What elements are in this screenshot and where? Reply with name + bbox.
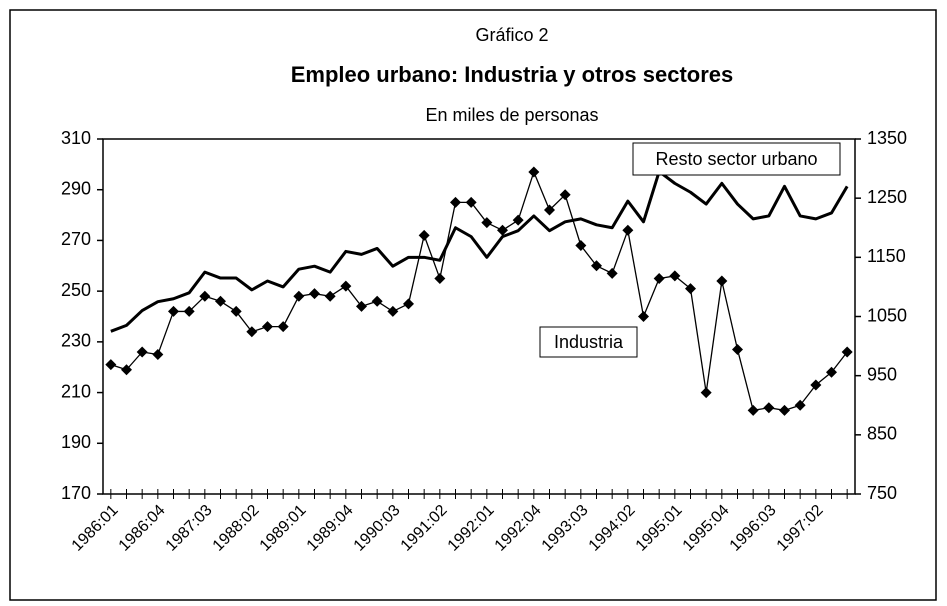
marker (544, 204, 555, 216)
marker (638, 311, 649, 322)
y-tick-label: 290 (61, 178, 91, 198)
marker (591, 260, 602, 272)
marker (700, 387, 712, 399)
marker (497, 224, 508, 236)
series-line (110, 170, 849, 333)
marker (826, 366, 837, 378)
marker (528, 166, 540, 178)
y-tick-label: 250 (61, 280, 91, 300)
y-tick-label: 210 (61, 381, 91, 401)
marker (575, 240, 587, 251)
marker (168, 305, 179, 317)
y2-tick-label: 1050 (867, 305, 907, 325)
marker (779, 404, 790, 416)
y-tick-label: 310 (61, 128, 91, 148)
marker (669, 270, 681, 282)
marker (810, 379, 822, 391)
y2-tick-label: 950 (867, 364, 897, 384)
marker (324, 290, 336, 302)
marker (403, 298, 414, 310)
y2-tick-label: 850 (867, 424, 897, 444)
marker (747, 404, 759, 416)
marker (685, 283, 696, 295)
y2-tick-label: 1350 (867, 128, 907, 148)
marker (763, 402, 775, 414)
marker (230, 305, 242, 317)
marker (371, 295, 383, 307)
marker (309, 288, 320, 300)
marker (794, 399, 806, 411)
marker (512, 214, 524, 226)
marker (136, 346, 148, 358)
y2-tick-label: 750 (867, 483, 897, 503)
y-tick-label: 170 (61, 483, 91, 503)
marker (716, 275, 728, 287)
chart-subtitle: En miles de personas (425, 105, 598, 125)
marker (606, 267, 618, 279)
marker (293, 290, 305, 302)
marker (434, 272, 446, 284)
series-label: Resto sector urbano (655, 149, 817, 169)
marker (199, 290, 211, 302)
marker (387, 305, 399, 317)
series-label: Industria (554, 332, 624, 352)
y-tick-label: 270 (61, 229, 91, 249)
marker (653, 272, 665, 284)
marker (152, 349, 164, 361)
marker (732, 343, 743, 355)
marker (559, 189, 571, 201)
marker (183, 305, 195, 317)
y-tick-label: 190 (61, 432, 91, 452)
annotation-box (539, 326, 638, 358)
marker (622, 224, 634, 236)
marker (841, 346, 853, 358)
marker (262, 321, 273, 333)
chart-supertitle: Gráfico 2 (475, 25, 548, 45)
marker (356, 300, 367, 312)
marker (418, 229, 430, 241)
chart-title: Empleo urbano: Industria y otros sectore… (291, 62, 734, 87)
marker (246, 326, 258, 338)
y-tick-label: 230 (61, 331, 91, 351)
marker (450, 196, 461, 208)
chart-frame (9, 9, 937, 601)
marker (121, 364, 132, 376)
y2-tick-label: 1250 (867, 187, 907, 207)
marker (465, 196, 477, 208)
marker (340, 280, 352, 292)
marker (277, 321, 289, 333)
marker (105, 359, 117, 371)
marker (481, 217, 493, 229)
y2-tick-label: 1150 (867, 246, 906, 266)
marker (215, 295, 226, 307)
annotation-box (632, 142, 841, 176)
